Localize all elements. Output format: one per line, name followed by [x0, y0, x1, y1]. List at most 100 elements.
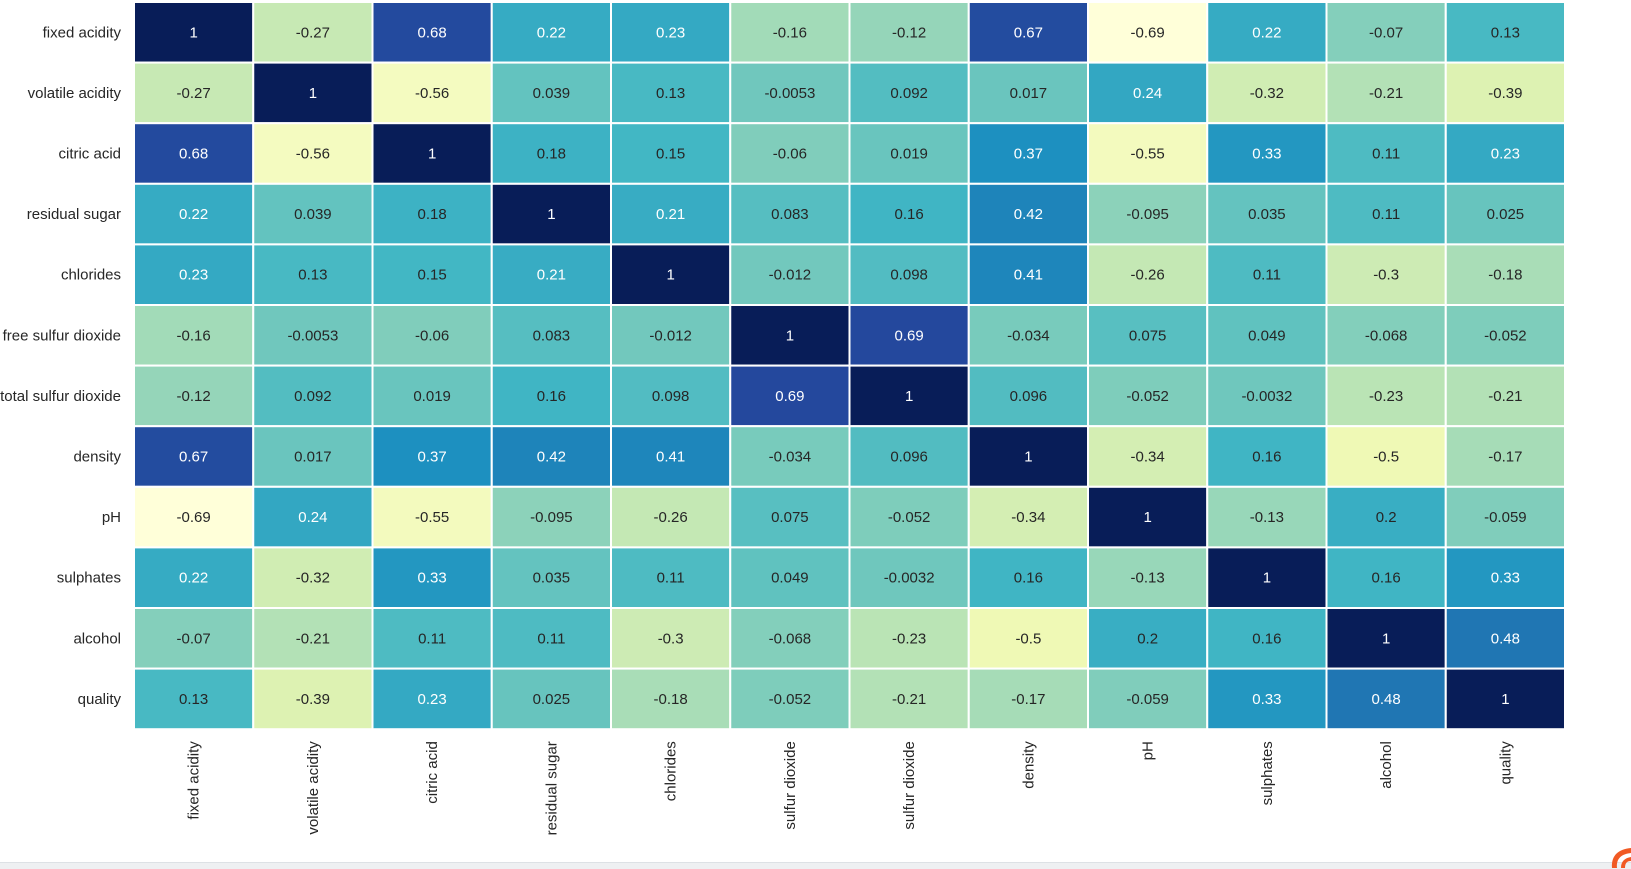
cell-value-label: 0.13 — [1491, 24, 1520, 41]
heatmap-cell — [252, 485, 374, 549]
heatmap-cell — [729, 304, 851, 367]
heatmap-cell — [967, 607, 1089, 670]
heatmap-cell — [490, 122, 612, 185]
cell-value-label: -0.3 — [1373, 267, 1399, 284]
cell-value-label: -0.07 — [177, 630, 211, 647]
heatmap-cell — [848, 364, 970, 428]
heatmap-cell — [490, 364, 612, 428]
heatmap-cell — [490, 607, 612, 670]
row-tick-label: sulphates — [57, 570, 121, 587]
row-tick-label: density — [73, 449, 121, 466]
cell-value-label: 0.092 — [890, 85, 928, 102]
cell-value-label: 0.025 — [1487, 206, 1525, 223]
column-tick-label: pH — [1140, 741, 1157, 760]
heatmap-cell — [610, 425, 732, 488]
cell-value-label: -0.095 — [1126, 206, 1169, 223]
heatmap-cell — [252, 607, 374, 670]
heatmap-cell — [252, 61, 374, 125]
row-tick-labels: fixed acidity volatile acidity citric acid… — [0, 24, 121, 708]
heatmap-cell — [729, 485, 851, 549]
cell-value-label: -0.07 — [1369, 24, 1403, 41]
heatmap-cell — [729, 243, 851, 306]
heatmap-cell — [133, 1, 255, 64]
heatmap-cell — [967, 1, 1089, 64]
cell-value-label: 0.69 — [775, 388, 804, 405]
cell-value-label: -0.39 — [296, 691, 330, 708]
heatmap-cell — [1206, 364, 1328, 428]
bottom-status-strip — [0, 862, 1631, 869]
cell-value-label: 1 — [1382, 630, 1390, 647]
heatmap-cell — [610, 61, 732, 125]
heatmap-cell — [1206, 61, 1328, 125]
heatmap-cell — [371, 485, 493, 549]
cell-value-label: 0.092 — [294, 388, 332, 405]
row-tick-label: volatile acidity — [28, 85, 122, 102]
cell-value-label: -0.21 — [892, 691, 926, 708]
cell-value-label: 0.67 — [179, 449, 208, 466]
heatmap-cell — [848, 485, 970, 549]
heatmap-cell — [490, 485, 612, 549]
cell-value-label: 1 — [1501, 691, 1509, 708]
cell-value-label: -0.06 — [773, 146, 807, 163]
heatmap-cell — [848, 243, 970, 306]
heatmap-cell — [490, 546, 612, 610]
cell-value-label: 0.13 — [656, 85, 685, 102]
cell-value-label: 0.11 — [418, 630, 446, 647]
row-tick-label: total sulfur dioxide — [0, 388, 121, 405]
heatmap-cell — [967, 61, 1089, 125]
cell-value-label: 0.21 — [656, 206, 685, 223]
cell-value-label: -0.69 — [1131, 24, 1165, 41]
cell-value-label: 0.025 — [533, 691, 571, 708]
cell-value-label: 0.37 — [418, 449, 447, 466]
heatmap-cell — [1206, 667, 1328, 731]
heatmap-cell — [1087, 485, 1209, 549]
cell-value-label: 0.22 — [537, 24, 566, 41]
cell-value-label: 0.37 — [1014, 146, 1043, 163]
cell-value-label: 0.035 — [1248, 206, 1286, 223]
heatmap-cell — [1444, 546, 1566, 610]
heatmap-cell — [1444, 304, 1566, 367]
column-tick-label: residual sugar — [543, 741, 560, 835]
heatmap-cell — [1325, 243, 1447, 306]
cell-value-label: 0.24 — [298, 509, 327, 526]
cell-value-label: 0.23 — [418, 691, 447, 708]
heatmap-cell — [133, 182, 255, 246]
heatmap-cell — [133, 485, 255, 549]
cell-value-label: 0.096 — [1010, 388, 1048, 405]
heatmap-cell — [1087, 182, 1209, 246]
cell-value-label: -0.0032 — [884, 570, 935, 587]
cell-value-label: 0.18 — [537, 146, 566, 163]
heatmap-cell — [490, 425, 612, 488]
row-tick-label: pH — [102, 509, 121, 526]
cell-value-label: 0.69 — [895, 327, 924, 344]
heatmap-cell — [967, 546, 1089, 610]
heatmap-cell — [371, 122, 493, 185]
heatmap-cell — [1325, 607, 1447, 670]
column-tick-label: sulfur dioxide — [901, 741, 918, 829]
cell-value-label: 0.33 — [418, 570, 447, 587]
heatmap-cell — [133, 425, 255, 488]
cell-value-label: 0.21 — [537, 267, 566, 284]
cell-value-label: 0.22 — [179, 206, 208, 223]
cell-value-label: -0.059 — [1484, 509, 1527, 526]
cell-value-label: 1 — [786, 327, 794, 344]
heatmap-cell — [252, 364, 374, 428]
cell-value-label: -0.23 — [892, 630, 926, 647]
heatmap-cell — [610, 667, 732, 731]
cell-value-label: 0.68 — [179, 146, 208, 163]
cell-value-label: 0.083 — [771, 206, 809, 223]
cell-value-label: 0.11 — [1372, 146, 1400, 163]
heatmap-cell — [252, 243, 374, 306]
cell-value-label: -0.21 — [296, 630, 330, 647]
column-tick-label: density — [1020, 741, 1037, 789]
cell-value-label: -0.39 — [1488, 85, 1522, 102]
heatmap-cell — [729, 1, 851, 64]
cell-value-label: -0.0053 — [287, 327, 338, 344]
cell-value-label: -0.095 — [530, 509, 573, 526]
heatmap-cell — [1444, 182, 1566, 246]
cell-value-label: 0.11 — [1253, 267, 1281, 284]
column-tick-label: chlorides — [663, 741, 680, 801]
cell-value-label: 0.13 — [179, 691, 208, 708]
heatmap-cell — [848, 667, 970, 731]
heatmap-cell — [729, 61, 851, 125]
